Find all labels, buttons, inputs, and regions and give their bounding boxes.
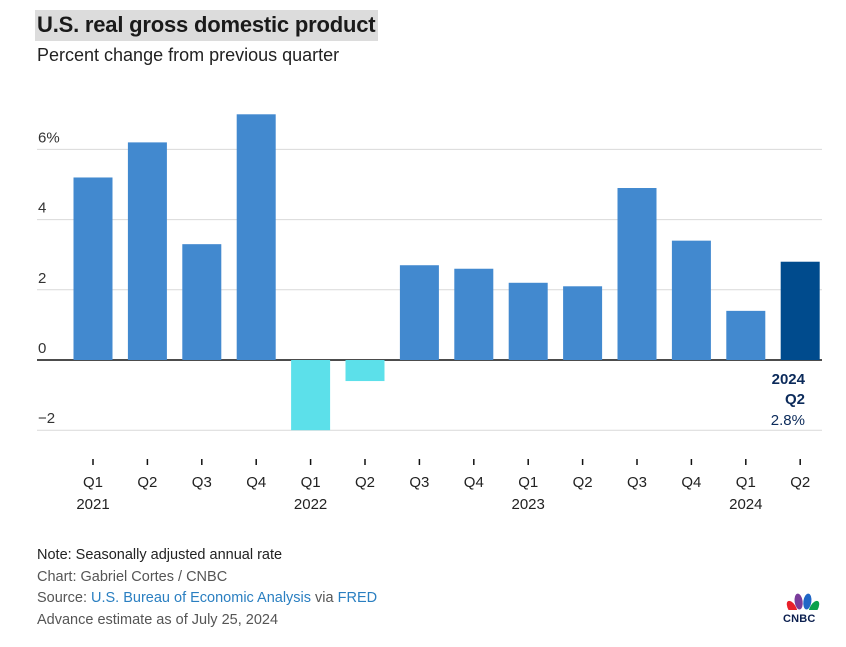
x-tick-label: Q1 xyxy=(301,474,321,491)
x-tick-label: Q3 xyxy=(192,474,212,491)
x-year-label: 2021 xyxy=(76,496,109,513)
x-year-label: 2024 xyxy=(729,496,762,513)
source-prefix: Source: xyxy=(37,590,91,606)
bar-q3-2023 xyxy=(617,188,657,360)
bar-q1-2023 xyxy=(508,282,548,360)
x-tick-label: Q3 xyxy=(409,474,429,491)
x-tick-label: Q4 xyxy=(464,474,484,491)
bea-link[interactable]: U.S. Bureau of Economic Analysis xyxy=(91,590,312,606)
x-tick-label: Q2 xyxy=(790,474,810,491)
cnbc-peacock-icon xyxy=(781,593,825,625)
y-tick-label: 4 xyxy=(38,200,46,217)
bar-q2-2024 xyxy=(780,261,820,360)
bar-q3-2021 xyxy=(182,244,222,360)
estimate-text: Advance estimate as of July 25, 2024 xyxy=(37,611,279,628)
y-tick-label: 6% xyxy=(38,129,60,146)
cnbc-logo: CNBC xyxy=(781,591,825,625)
bar-q1-2022 xyxy=(291,360,331,431)
x-tick-label: Q2 xyxy=(137,474,157,491)
y-tick-label: −2 xyxy=(38,410,55,427)
bar-q2-2023 xyxy=(563,286,603,360)
x-tick-label: Q4 xyxy=(246,474,266,491)
chart-subtitle: Percent change from previous quarter xyxy=(37,45,340,65)
chart-notes: Note: Seasonally adjusted annual rate Ch… xyxy=(37,545,377,631)
bar-q1-2021 xyxy=(73,177,113,360)
x-tick-label: Q1 xyxy=(518,474,538,491)
y-tick-label: 0 xyxy=(38,340,46,357)
source-via: via xyxy=(311,590,338,606)
annotation-year: 2024 xyxy=(772,371,806,388)
chart-title: U.S. real gross domestic product xyxy=(35,10,379,41)
cnbc-wordmark: CNBC xyxy=(783,613,816,625)
x-tick-label: Q2 xyxy=(355,474,375,491)
x-tick-label: Q4 xyxy=(681,474,701,491)
y-tick-label: 2 xyxy=(38,270,46,287)
bar-q4-2021 xyxy=(236,114,276,360)
bar-q2-2021 xyxy=(127,142,167,360)
x-tick-label: Q1 xyxy=(736,474,756,491)
source-line: Source: U.S. Bureau of Economic Analysis… xyxy=(37,588,377,610)
credit-text: Chart: Gabriel Cortes / CNBC xyxy=(37,568,228,585)
bar-q4-2022 xyxy=(454,268,494,360)
bar-q3-2022 xyxy=(399,265,439,360)
x-tick-label: Q1 xyxy=(83,474,103,491)
x-year-label: 2022 xyxy=(294,496,327,513)
fred-link[interactable]: FRED xyxy=(337,590,378,606)
highlight-annotation: 2024 Q2 2.8% xyxy=(771,371,806,429)
x-tick-label: Q2 xyxy=(573,474,593,491)
bar-q1-2024 xyxy=(726,310,766,360)
gdp-bar-chart: 6% 4 2 0 −2 Q1 Q2 Q3 Q4 Q1 Q2 Q3 Q4 Q1 Q2 Q3 Q4 Q1 Q2 2021… xyxy=(37,114,822,513)
x-year-label: 2023 xyxy=(512,496,545,513)
bar-q4-2023 xyxy=(671,240,711,360)
annotation-value: 2.8% xyxy=(771,412,805,429)
annotation-quarter: Q2 xyxy=(785,391,805,408)
bar-q2-2022 xyxy=(345,360,385,382)
x-tick-label: Q3 xyxy=(627,474,647,491)
note-text: Note: Seasonally adjusted annual rate xyxy=(37,547,283,563)
